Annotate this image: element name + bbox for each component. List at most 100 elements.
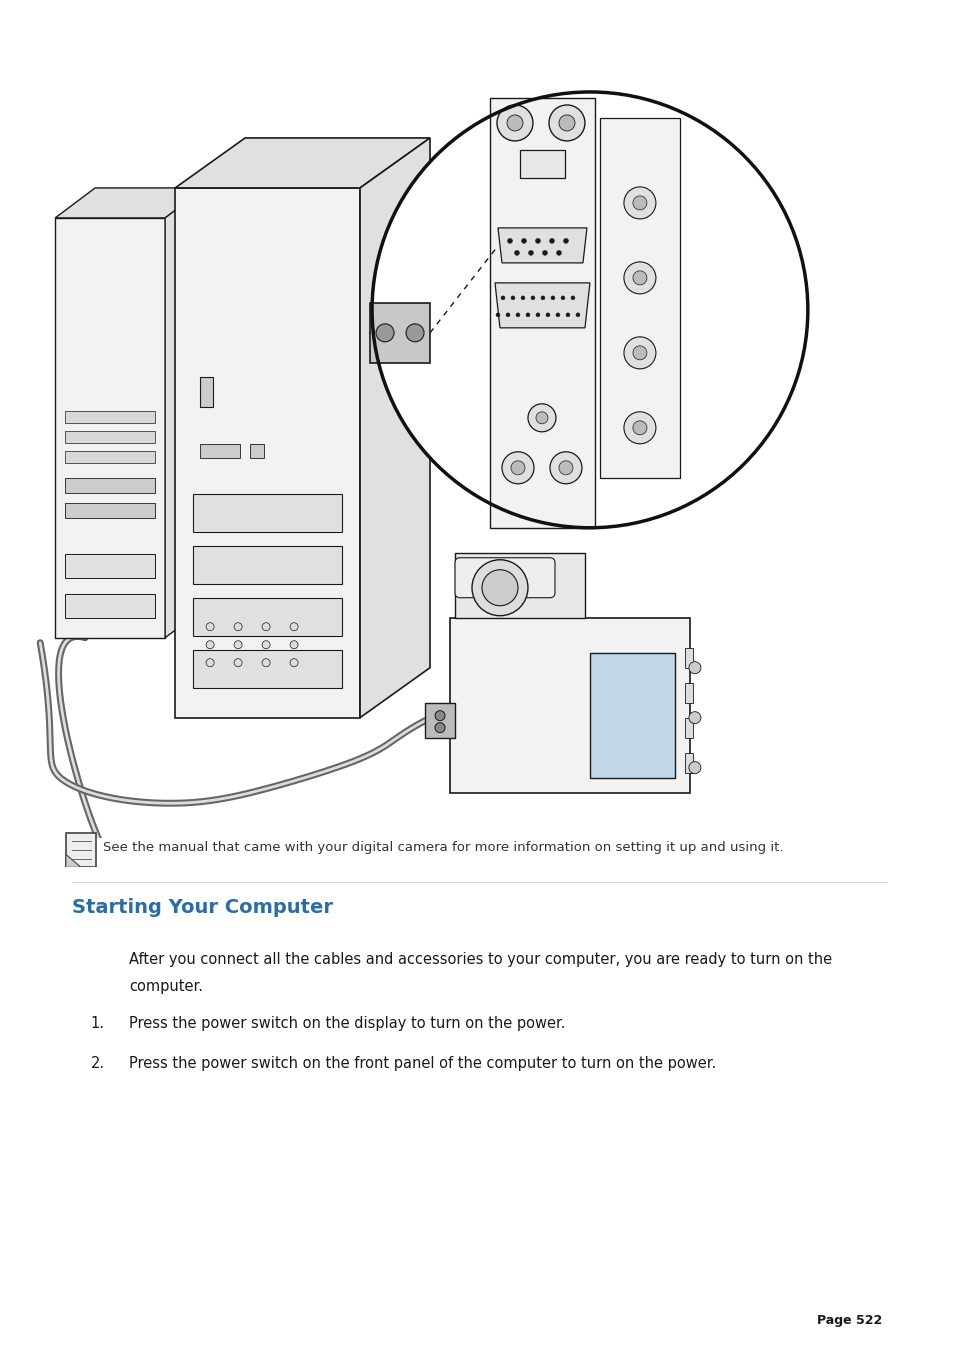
Circle shape — [545, 313, 549, 317]
Circle shape — [556, 313, 559, 317]
Circle shape — [632, 420, 646, 435]
Bar — [193, 650, 342, 688]
Circle shape — [632, 272, 646, 285]
Circle shape — [514, 250, 519, 255]
Bar — [684, 717, 692, 738]
Circle shape — [506, 115, 522, 131]
Circle shape — [206, 659, 213, 666]
Circle shape — [558, 461, 573, 474]
Circle shape — [233, 623, 242, 631]
Bar — [193, 546, 342, 584]
Polygon shape — [66, 854, 81, 867]
Circle shape — [262, 640, 270, 648]
Circle shape — [206, 640, 213, 648]
Circle shape — [516, 313, 519, 317]
Circle shape — [525, 313, 530, 317]
Circle shape — [632, 196, 646, 209]
Circle shape — [500, 296, 504, 300]
Text: VAIO: VAIO — [232, 501, 311, 532]
Bar — [65, 411, 155, 423]
Circle shape — [531, 296, 535, 300]
Circle shape — [542, 250, 547, 255]
Polygon shape — [200, 377, 213, 407]
Circle shape — [570, 296, 575, 300]
Bar — [250, 443, 264, 458]
Bar — [193, 493, 342, 532]
Polygon shape — [495, 282, 589, 328]
Circle shape — [632, 346, 646, 359]
Circle shape — [560, 296, 564, 300]
Circle shape — [507, 238, 512, 243]
Circle shape — [565, 313, 569, 317]
Circle shape — [290, 659, 297, 666]
Circle shape — [527, 404, 556, 432]
Circle shape — [501, 451, 534, 484]
Polygon shape — [165, 188, 205, 638]
Text: 1.: 1. — [91, 1016, 105, 1031]
Circle shape — [511, 296, 515, 300]
Circle shape — [623, 412, 656, 443]
Circle shape — [688, 712, 700, 724]
Circle shape — [511, 461, 524, 474]
Circle shape — [548, 105, 584, 141]
Circle shape — [481, 570, 517, 605]
Circle shape — [290, 640, 297, 648]
Polygon shape — [66, 832, 96, 867]
Circle shape — [372, 92, 807, 528]
Circle shape — [505, 313, 510, 317]
Bar — [684, 753, 692, 773]
Circle shape — [536, 412, 547, 424]
Text: After you connect all the cables and accessories to your computer, you are ready: After you connect all the cables and acc… — [129, 952, 831, 967]
FancyBboxPatch shape — [455, 558, 555, 597]
Circle shape — [496, 313, 499, 317]
Circle shape — [520, 296, 524, 300]
Circle shape — [551, 296, 555, 300]
Bar — [65, 451, 155, 463]
Circle shape — [623, 186, 656, 219]
Polygon shape — [425, 703, 455, 738]
Circle shape — [262, 623, 270, 631]
Circle shape — [435, 711, 444, 720]
Circle shape — [262, 659, 270, 666]
Bar — [455, 553, 584, 617]
Circle shape — [290, 623, 297, 631]
Bar — [65, 554, 155, 578]
Text: computer.: computer. — [129, 979, 203, 994]
Text: Press the power switch on the front panel of the computer to turn on the power.: Press the power switch on the front pane… — [129, 1056, 716, 1071]
Circle shape — [563, 238, 568, 243]
Circle shape — [549, 451, 581, 484]
Circle shape — [535, 238, 540, 243]
Polygon shape — [175, 188, 359, 717]
Circle shape — [623, 262, 656, 295]
Circle shape — [375, 324, 394, 342]
Circle shape — [558, 115, 575, 131]
Text: See the manual that came with your digital camera for more information on settin: See the manual that came with your digit… — [103, 840, 782, 854]
Polygon shape — [175, 138, 430, 188]
Bar — [65, 431, 155, 443]
Circle shape — [536, 313, 539, 317]
Polygon shape — [55, 188, 205, 218]
Polygon shape — [490, 99, 595, 528]
Text: Starting Your Computer: Starting Your Computer — [71, 898, 333, 917]
Circle shape — [521, 238, 526, 243]
Polygon shape — [370, 303, 430, 363]
Circle shape — [497, 105, 533, 141]
Circle shape — [549, 238, 554, 243]
Circle shape — [556, 250, 561, 255]
Text: Press the power switch on the display to turn on the power.: Press the power switch on the display to… — [129, 1016, 565, 1031]
Bar — [65, 503, 155, 517]
Circle shape — [233, 659, 242, 666]
Circle shape — [576, 313, 579, 317]
Circle shape — [688, 662, 700, 674]
Bar — [684, 682, 692, 703]
Circle shape — [233, 640, 242, 648]
Bar — [684, 647, 692, 667]
Circle shape — [472, 559, 527, 616]
Bar — [589, 653, 674, 778]
Polygon shape — [55, 218, 165, 638]
Text: Page 522: Page 522 — [817, 1313, 882, 1327]
Polygon shape — [497, 228, 586, 263]
Circle shape — [623, 336, 656, 369]
Circle shape — [528, 250, 533, 255]
Bar — [519, 150, 564, 178]
